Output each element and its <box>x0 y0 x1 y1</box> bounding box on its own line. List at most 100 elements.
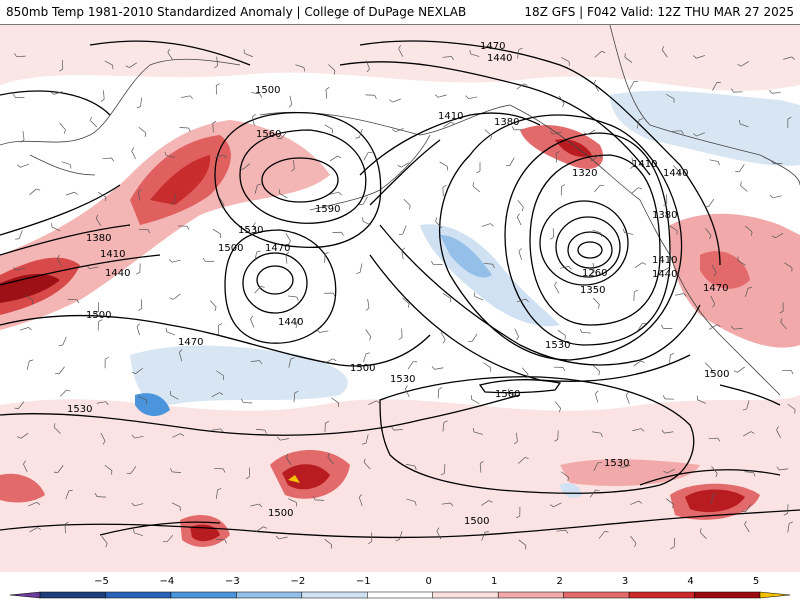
wind-barb <box>479 463 482 473</box>
wind-barb-feather <box>330 544 333 549</box>
wind-barb-feather <box>600 184 605 187</box>
wind-barb <box>215 154 224 158</box>
wind-barb-feather <box>55 372 60 375</box>
wind-barb-feather <box>642 262 647 265</box>
wind-barb <box>244 53 254 58</box>
wind-barb <box>630 500 639 505</box>
wind-barb-feather <box>86 265 90 270</box>
wind-barb <box>633 360 642 367</box>
wind-barb <box>362 221 372 226</box>
wind-barb <box>434 367 444 370</box>
wind-barb-feather <box>518 248 522 252</box>
colorbar-segment <box>497 591 564 599</box>
wind-barb <box>251 92 261 95</box>
wind-barb <box>739 123 749 128</box>
contour-label: 1440 <box>105 268 130 279</box>
wind-barb-feather <box>593 79 597 84</box>
wind-barb <box>705 228 712 236</box>
wind-barb <box>362 196 368 205</box>
wind-barb-feather <box>597 304 600 309</box>
wind-barb <box>16 55 26 58</box>
contour-label: 1350 <box>580 285 605 296</box>
wind-barb-feather <box>738 119 741 124</box>
wind-barb-feather <box>490 223 494 227</box>
wind-barb <box>590 489 596 498</box>
wind-barb <box>331 397 339 404</box>
wind-barb-feather <box>662 395 666 400</box>
wind-barb <box>436 530 442 540</box>
wind-barb-feather <box>100 98 105 102</box>
wind-barb-feather <box>511 126 515 131</box>
wind-barb <box>737 260 746 266</box>
wind-barb-feather <box>325 421 330 424</box>
wind-barb <box>787 523 790 533</box>
wind-barb <box>514 328 520 337</box>
contour-label: 1500 <box>86 310 111 321</box>
wind-barb <box>20 163 29 168</box>
wind-barb-feather <box>634 289 639 293</box>
wind-barb-feather <box>223 154 227 159</box>
contour-label: 1470 <box>265 243 290 254</box>
wind-barb <box>29 188 37 196</box>
wind-barb <box>293 392 296 402</box>
wind-barbs <box>13 45 796 550</box>
wind-barb <box>744 524 750 533</box>
wind-barb <box>395 128 404 133</box>
wind-barb <box>441 502 451 505</box>
wind-barb <box>558 95 565 104</box>
wind-barb <box>167 52 174 61</box>
wind-barb-feather <box>561 184 566 187</box>
wind-barb-feather <box>600 433 603 438</box>
contour-label: 1470 <box>703 283 728 294</box>
wind-barb <box>96 496 106 498</box>
wind-barb-feather <box>94 311 99 314</box>
wind-barb <box>521 367 529 375</box>
wind-barb <box>28 501 37 507</box>
colorbar-tick-label: 4 <box>687 576 693 587</box>
wind-barb-feather <box>50 91 55 95</box>
wind-barb <box>557 329 566 336</box>
wind-barb-feather <box>368 541 372 544</box>
colorbar-tick-label: −3 <box>225 576 240 587</box>
wind-barb <box>65 490 70 500</box>
wind-barb-feather <box>224 539 227 544</box>
wind-barb <box>775 232 784 239</box>
wind-barb <box>330 191 339 195</box>
wind-barb-feather <box>408 205 411 210</box>
wind-barb-feather <box>638 500 643 504</box>
wind-barb-feather <box>15 238 20 240</box>
wind-barb-feather <box>465 95 469 99</box>
wind-barb <box>637 323 643 332</box>
wind-barb <box>29 527 38 533</box>
wind-barb <box>509 157 515 166</box>
wind-barb-feather <box>472 428 475 433</box>
wind-barb-feather <box>250 315 254 320</box>
wind-barb <box>131 150 136 160</box>
wind-barb-feather <box>202 257 206 262</box>
wind-barb-feather <box>376 400 381 404</box>
wind-barb-feather <box>598 371 601 376</box>
wind-barb <box>104 60 113 66</box>
wind-barb <box>516 432 518 442</box>
wind-barb-feather <box>558 408 562 413</box>
wind-barb <box>704 362 712 370</box>
wind-barb <box>772 195 782 199</box>
wind-barb-feather <box>670 352 675 356</box>
wind-barb-feather <box>769 194 774 199</box>
wind-barb-feather <box>290 168 295 172</box>
wind-barb <box>483 262 493 265</box>
contour-label: 1560 <box>495 389 520 400</box>
wind-barb-feather <box>29 359 34 362</box>
wind-barb <box>402 225 407 235</box>
wind-barb-feather <box>325 87 330 90</box>
wind-barb <box>581 332 591 334</box>
wind-barb <box>744 471 754 474</box>
wind-barb <box>250 503 260 507</box>
wind-barb <box>594 51 602 58</box>
colorbar-tick-label: −2 <box>290 576 305 587</box>
wind-barb <box>325 89 328 99</box>
contour-label: 1530 <box>67 404 92 415</box>
wind-barb-feather <box>630 165 634 170</box>
colorbar-tick-label: 5 <box>753 576 759 587</box>
wind-barb-feather <box>28 327 32 331</box>
